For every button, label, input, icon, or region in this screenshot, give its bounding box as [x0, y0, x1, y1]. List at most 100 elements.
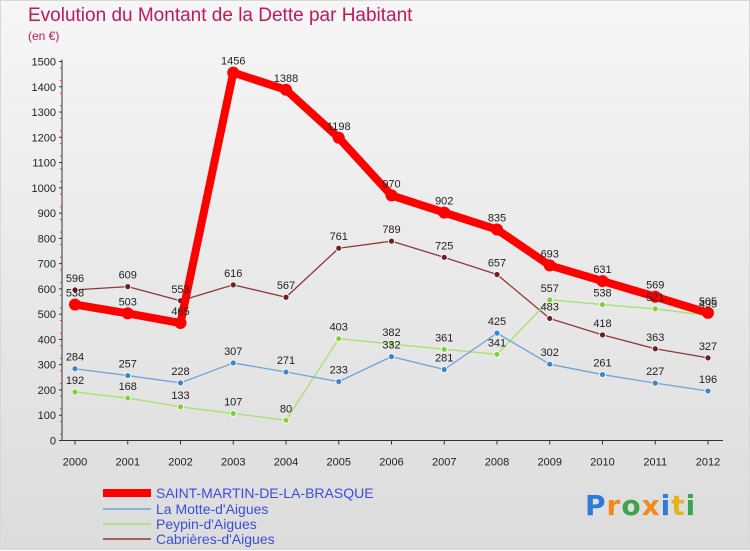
data-point [229, 281, 237, 289]
legend-label: Cabrières-d'Aigues [156, 531, 275, 547]
data-point [385, 189, 398, 202]
legend-label: Peypin-d'Aigues [156, 516, 257, 532]
data-label: 503 [119, 296, 137, 308]
legend-label: SAINT-MARTIN-DE-LA-BRASQUE [156, 485, 374, 501]
data-point [332, 131, 345, 144]
y-tick-label: 100 [38, 410, 56, 422]
data-point [546, 360, 554, 368]
data-label: 789 [382, 224, 400, 236]
data-label: 538 [66, 288, 84, 300]
data-label: 281 [435, 353, 453, 365]
data-label: 657 [488, 257, 506, 269]
data-point [702, 306, 714, 319]
logo-letter: o [621, 489, 642, 522]
data-point [596, 275, 609, 288]
data-label: 902 [435, 196, 453, 208]
data-label: 970 [382, 178, 400, 190]
data-point [440, 366, 448, 373]
data-point [71, 388, 79, 396]
y-tick-label: 500 [38, 309, 56, 321]
x-tick-label: 2001 [116, 457, 140, 469]
data-label: 1388 [274, 73, 298, 85]
x-tick-label: 2010 [590, 457, 614, 469]
y-tick-label: 1400 [32, 82, 56, 94]
data-point [282, 368, 290, 376]
data-point [335, 335, 343, 343]
data-label: 363 [646, 332, 664, 344]
data-label: 361 [435, 332, 453, 344]
data-label: 382 [382, 327, 400, 339]
data-label: 341 [488, 337, 506, 349]
data-point [438, 206, 451, 219]
logo-letter: i [685, 489, 697, 522]
y-tick-label: 1300 [32, 107, 56, 119]
data-point [493, 329, 501, 337]
y-tick-label: 400 [38, 334, 56, 346]
data-label: 257 [119, 359, 137, 371]
series-layer [69, 66, 714, 424]
data-point [388, 340, 395, 348]
data-point [649, 290, 662, 303]
data-label: 196 [699, 374, 717, 386]
data-point [704, 354, 712, 362]
data-point [174, 317, 187, 330]
data-point [71, 286, 79, 294]
x-tick-label: 2003 [221, 457, 245, 469]
data-label: 227 [646, 366, 664, 378]
data-label: 271 [277, 355, 295, 367]
logo-letter: x [641, 489, 661, 522]
data-point [704, 387, 712, 395]
data-label: 693 [541, 248, 559, 260]
data-point [71, 365, 79, 373]
data-label: 465 [171, 306, 189, 318]
data-point [493, 271, 501, 278]
data-point [440, 345, 448, 353]
data-point [440, 253, 448, 261]
data-label: 327 [699, 341, 717, 353]
y-tick-label: 900 [38, 208, 56, 220]
data-point [69, 298, 81, 311]
data-labels: 596 609 553 616 567 761 789 725 657 483 418 363 327 1… [66, 56, 717, 416]
data-point [599, 371, 606, 378]
data-point [651, 379, 659, 387]
unit-label: (en €) [28, 29, 60, 43]
data-point [124, 372, 132, 379]
y-tick-label: 1200 [32, 132, 56, 144]
y-tick-label: 1500 [32, 57, 56, 69]
y-tick-label: 600 [38, 284, 56, 296]
data-label: 168 [119, 381, 137, 393]
data-label: 418 [593, 318, 611, 330]
data-point [388, 237, 395, 245]
data-label: 403 [330, 322, 348, 334]
data-point [546, 315, 554, 322]
y-tick-label: 800 [38, 233, 56, 245]
x-tick-label: 2008 [485, 457, 509, 469]
data-point [651, 345, 659, 353]
data-point [282, 293, 290, 301]
logo-letter: t [671, 489, 686, 522]
data-point [493, 350, 501, 358]
data-label: 192 [66, 375, 84, 387]
data-label: 553 [171, 284, 189, 296]
data-point [388, 353, 395, 361]
data-point [491, 223, 503, 236]
data-label: 569 [646, 280, 664, 292]
data-label: 332 [382, 340, 400, 352]
x-tick-label: 2009 [538, 457, 562, 469]
data-point [124, 283, 132, 291]
data-point [282, 416, 290, 424]
data-point [229, 359, 237, 367]
data-label: 835 [488, 213, 506, 225]
data-label: 609 [119, 270, 137, 282]
data-point [177, 403, 184, 411]
data-point [335, 244, 343, 252]
data-label: 228 [171, 366, 189, 378]
data-label: 261 [593, 358, 611, 370]
x-tick-label: 2005 [327, 457, 351, 469]
data-label: 1456 [221, 56, 245, 68]
data-label: 596 [66, 273, 84, 285]
data-label: 616 [224, 268, 242, 280]
data-label: 425 [488, 316, 506, 328]
